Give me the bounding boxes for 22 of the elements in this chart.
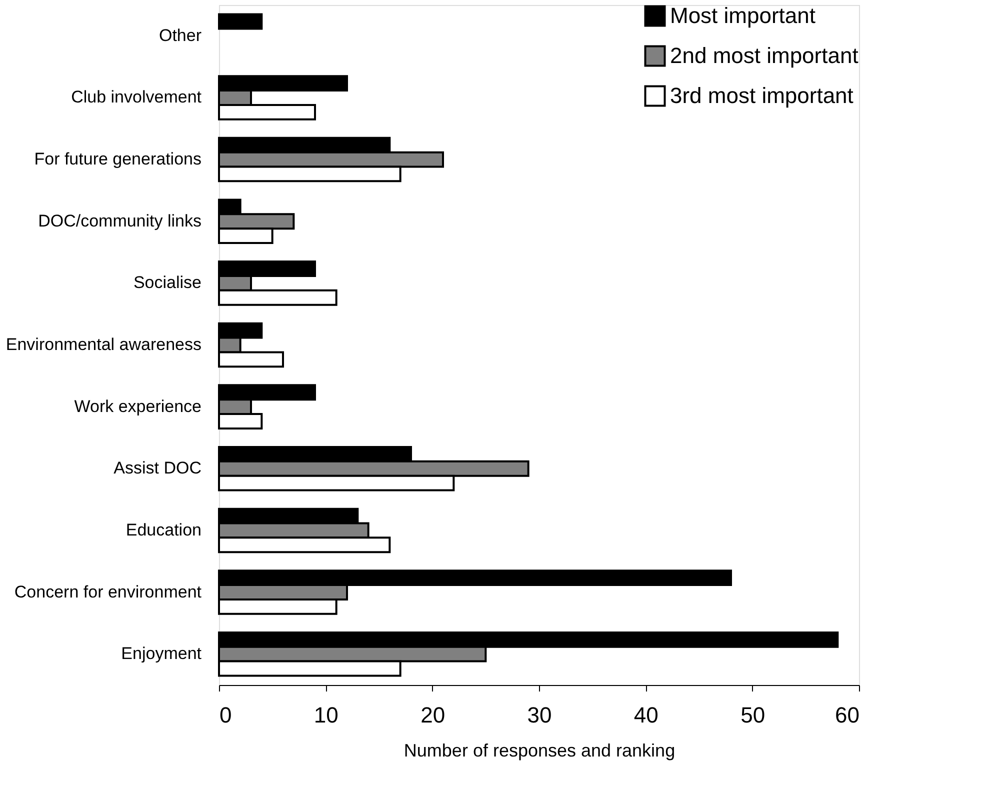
y-tick-label: Concern for environment bbox=[14, 582, 202, 602]
x-tick-label: 0 bbox=[220, 702, 232, 728]
y-tick-label: Education bbox=[126, 520, 202, 540]
y-tick-label: Environmental awareness bbox=[6, 335, 202, 354]
x-tick-label: 60 bbox=[835, 702, 860, 728]
legend-label: 2nd most important bbox=[670, 43, 858, 68]
y-tick-label: Work experience bbox=[74, 396, 202, 416]
y-tick-label: Other bbox=[158, 26, 202, 45]
x-tick-label: 50 bbox=[740, 702, 766, 728]
legend-label: Most important bbox=[670, 3, 816, 28]
x-tick-label: 30 bbox=[527, 702, 552, 728]
y-tick-label: For future generations bbox=[34, 150, 202, 169]
y-tick-label: Assist DOC bbox=[114, 458, 202, 478]
y-tick-label: DOC/community links bbox=[38, 211, 202, 230]
x-tick-label: 20 bbox=[420, 702, 446, 728]
legend-label: 3rd most important bbox=[670, 83, 854, 108]
y-tick-label: Enjoyment bbox=[121, 644, 202, 664]
x-tick-label: 10 bbox=[314, 702, 338, 728]
x-tick-label: 40 bbox=[634, 702, 658, 728]
x-axis-title: Number of responses and ranking bbox=[404, 740, 676, 760]
y-tick-label: Socialise bbox=[133, 273, 202, 292]
y-tick-label: Club involvement bbox=[71, 88, 202, 107]
